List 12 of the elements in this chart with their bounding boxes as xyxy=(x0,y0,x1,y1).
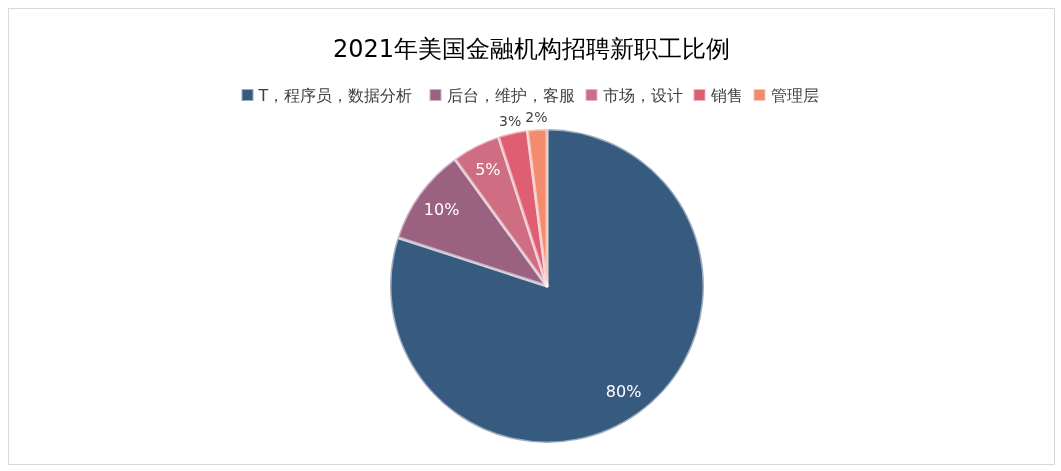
legend-label: T，程序员，数据分析 xyxy=(257,85,413,105)
legend-label: 销售 xyxy=(709,85,743,105)
data-label: 3% xyxy=(499,113,522,130)
legend-label: 后台，维护，客服 xyxy=(446,85,575,105)
data-label: 2% xyxy=(525,109,548,126)
data-label: 10% xyxy=(423,199,460,219)
data-label: 80% xyxy=(605,381,642,401)
pie-slice xyxy=(388,127,706,445)
legend-label: 市场，设计 xyxy=(602,85,683,105)
data-label: 5% xyxy=(475,160,501,180)
legend-label: 管理层 xyxy=(770,85,819,105)
chart-title: 2021年美国金融机构招聘新职工比例 xyxy=(332,35,731,63)
